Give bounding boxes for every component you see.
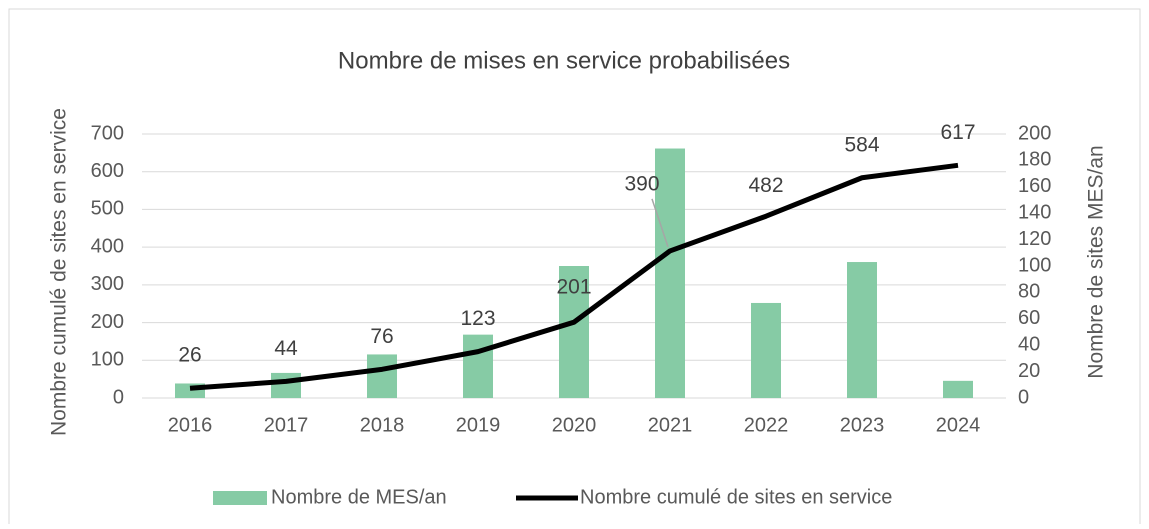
data-label: 617 [940, 121, 975, 144]
bar [847, 262, 877, 398]
x-tick-label: 2016 [168, 414, 213, 436]
y-tick-label: 100 [91, 349, 124, 371]
y2-tick-label: 200 [1018, 122, 1051, 144]
legend-label: Nombre de MES/an [271, 486, 447, 508]
y2-tick-label: 60 [1018, 307, 1040, 329]
x-tick-label: 2021 [648, 414, 693, 436]
data-label: 26 [178, 344, 201, 367]
chart-title: Nombre de mises en service probabilisées [338, 47, 790, 74]
y-tick-label: 300 [91, 273, 124, 295]
y2-tick-label: 0 [1018, 386, 1029, 408]
y-tick-label: 400 [91, 235, 124, 257]
y-tick-label: 200 [91, 311, 124, 333]
legend-swatch [213, 491, 267, 505]
y2-tick-label: 100 [1018, 254, 1051, 276]
x-tick-label: 2017 [264, 414, 309, 436]
y2-tick-label: 140 [1018, 201, 1051, 223]
bar [463, 334, 493, 398]
bar [655, 148, 685, 398]
data-label: 390 [624, 172, 659, 195]
y2-tick-label: 180 [1018, 149, 1051, 171]
data-label: 482 [748, 174, 783, 197]
x-tick-label: 2023 [840, 414, 885, 436]
bar [751, 302, 781, 398]
y2-tick-label: 20 [1018, 360, 1040, 382]
data-label: 584 [844, 133, 879, 156]
y2-tick-label: 40 [1018, 333, 1040, 355]
y-tick-label: 700 [91, 122, 124, 144]
x-tick-label: 2018 [360, 414, 405, 436]
bar [367, 354, 397, 398]
y2-tick-label: 160 [1018, 175, 1051, 197]
y2-tick-label: 80 [1018, 281, 1040, 303]
bar [943, 380, 973, 398]
bar [271, 372, 301, 398]
leader-line [651, 198, 669, 248]
x-tick-label: 2024 [936, 414, 981, 436]
data-label: 76 [370, 325, 393, 348]
x-tick-label: 2020 [552, 414, 597, 436]
data-label: 201 [556, 276, 591, 299]
data-label: 123 [460, 307, 495, 330]
data-label: 44 [274, 337, 298, 360]
bar [559, 266, 589, 398]
y-tick-label: 500 [91, 198, 124, 220]
y2-axis-title: Nombre de sites MES/an [1085, 145, 1108, 378]
y-tick-label: 0 [113, 386, 124, 408]
x-tick-label: 2019 [456, 414, 501, 436]
y2-tick-label: 120 [1018, 228, 1051, 250]
line [189, 162, 959, 391]
legend-label: Nombre cumulé de sites en service [580, 486, 892, 508]
y-axis-title: Nombre cumulé de sites en service [48, 108, 71, 436]
x-tick-label: 2022 [744, 414, 789, 436]
y-tick-label: 600 [91, 160, 124, 182]
